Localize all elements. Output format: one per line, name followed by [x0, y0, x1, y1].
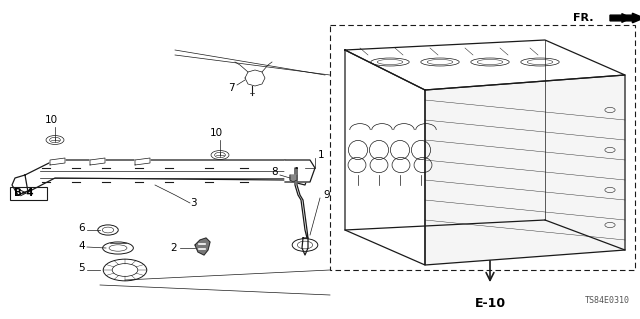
Polygon shape — [25, 160, 310, 192]
Polygon shape — [90, 158, 105, 165]
Text: 1: 1 — [318, 150, 324, 160]
Text: FR.: FR. — [573, 13, 594, 23]
Text: 10: 10 — [210, 128, 223, 138]
Text: E-10: E-10 — [474, 297, 506, 310]
Text: 10: 10 — [45, 115, 58, 125]
Text: 2: 2 — [170, 243, 177, 253]
Polygon shape — [50, 158, 65, 165]
Text: TS84E0310: TS84E0310 — [585, 296, 630, 305]
Text: 6: 6 — [78, 223, 85, 233]
Text: B-4: B-4 — [14, 188, 33, 198]
Polygon shape — [345, 50, 425, 265]
Text: 8: 8 — [271, 167, 278, 177]
Text: 4: 4 — [78, 241, 85, 251]
Polygon shape — [245, 70, 265, 86]
Polygon shape — [195, 238, 210, 255]
Polygon shape — [285, 160, 315, 182]
Polygon shape — [135, 158, 150, 165]
Polygon shape — [302, 238, 308, 255]
Text: 9: 9 — [323, 190, 330, 200]
Text: 7: 7 — [228, 83, 235, 93]
FancyArrow shape — [610, 13, 640, 23]
Polygon shape — [345, 40, 625, 90]
Text: 5: 5 — [78, 263, 85, 273]
Bar — [330, 25, 635, 270]
Text: 3: 3 — [190, 198, 196, 208]
Polygon shape — [290, 175, 297, 182]
Polygon shape — [425, 75, 625, 265]
Polygon shape — [295, 168, 308, 238]
